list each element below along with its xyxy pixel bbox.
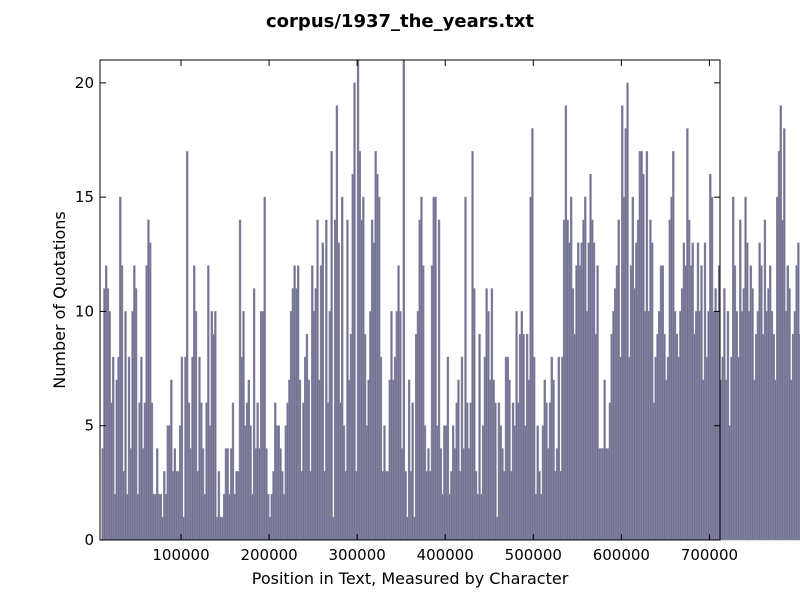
plot-frame — [99, 59, 721, 541]
x-tick-label: 100000 — [152, 546, 209, 564]
bar — [180, 356, 184, 541]
y-tick-label: 10 — [75, 302, 94, 320]
chart-title: corpus/1937_the_years.txt — [266, 11, 534, 32]
bar — [402, 59, 406, 541]
bar — [214, 311, 217, 541]
x-tick-label: 700000 — [681, 546, 738, 564]
bar — [330, 151, 333, 541]
x-tick-label: 600000 — [593, 546, 650, 564]
y-tick-label: 15 — [75, 188, 94, 206]
x-axis-label: Position in Text, Measured by Character — [252, 569, 569, 588]
y-axis-label: Number of Quotations — [50, 211, 69, 388]
x-tick-label: 200000 — [240, 546, 297, 564]
y-ticks: 0 5 10 15 20 — [75, 74, 720, 549]
x-ticks: 100000 200000 300000 400000 500000 600000 7000… — [152, 60, 738, 564]
y-tick-label: 20 — [75, 74, 94, 92]
x-tick-label: 500000 — [505, 546, 562, 564]
x-tick-label: 400000 — [417, 546, 474, 564]
y-tick-label: 0 — [84, 531, 94, 549]
y-tick-label: 5 — [84, 417, 94, 435]
x-tick-label: 300000 — [329, 546, 386, 564]
